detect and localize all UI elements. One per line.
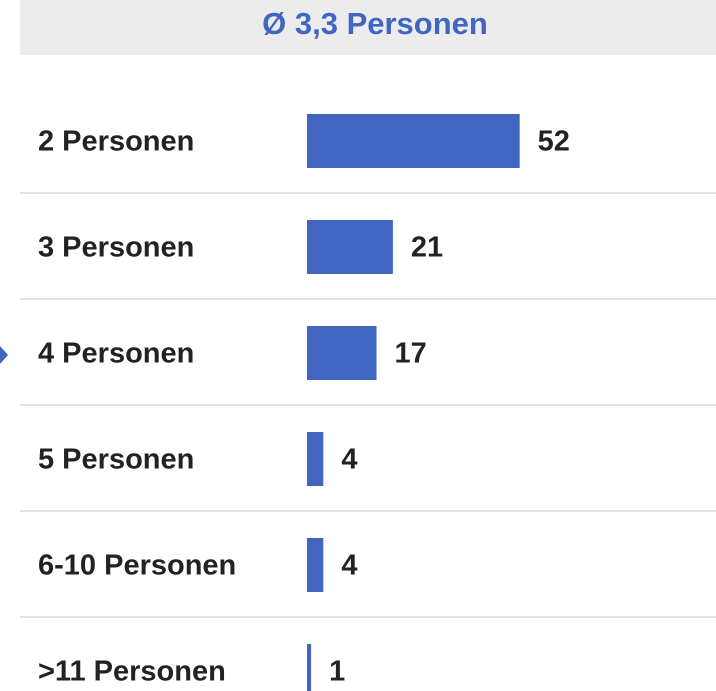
value-label: 52 [538, 126, 570, 158]
row-pointer [0, 346, 8, 364]
bar [307, 432, 324, 486]
value-label: 17 [395, 338, 427, 370]
bar [307, 644, 312, 691]
value-label: 1 [329, 656, 345, 688]
value-label: 4 [341, 444, 357, 476]
chart-title: Ø 3,3 Personen [262, 6, 488, 41]
bar [307, 114, 520, 168]
value-label: 21 [411, 232, 443, 264]
category-label: >11 Personen [38, 656, 226, 688]
bar [307, 538, 324, 592]
category-label: 4 Personen [38, 338, 194, 370]
bar [307, 220, 393, 274]
category-label: 5 Personen [38, 444, 194, 476]
category-label: 2 Personen [38, 126, 194, 158]
category-label: 3 Personen [38, 232, 194, 264]
category-label: 6-10 Personen [38, 550, 236, 582]
value-label: 4 [341, 550, 357, 582]
bar [307, 326, 377, 380]
title-band [20, 0, 716, 55]
